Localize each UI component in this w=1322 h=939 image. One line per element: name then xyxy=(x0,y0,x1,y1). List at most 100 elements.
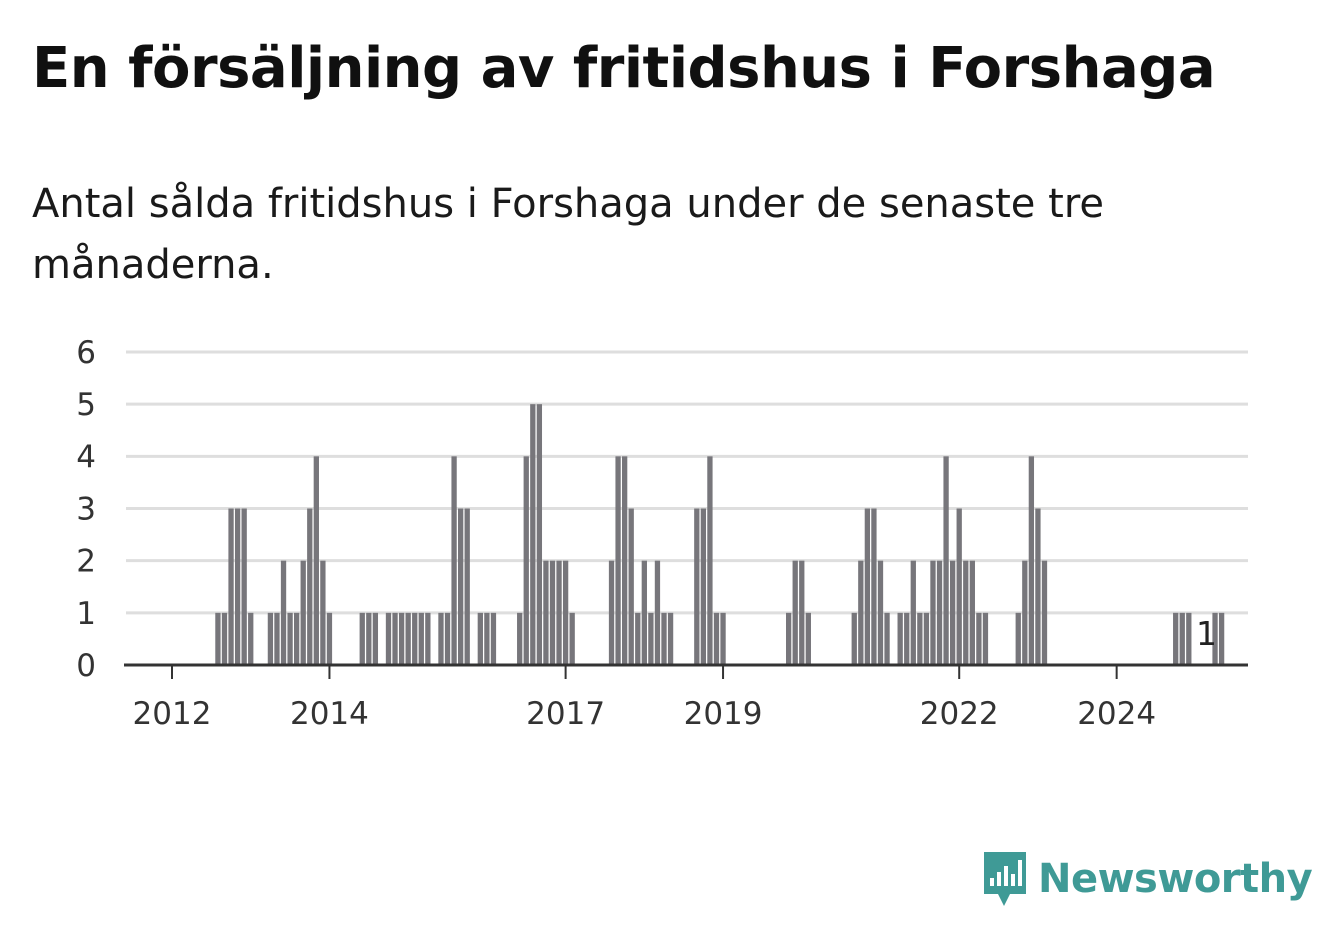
bar xyxy=(976,612,982,665)
bar xyxy=(694,508,700,665)
bar xyxy=(950,560,956,665)
bar xyxy=(464,508,470,665)
bar xyxy=(267,612,274,665)
bar xyxy=(530,404,536,665)
bar xyxy=(425,612,431,665)
bar xyxy=(412,612,418,665)
bar xyxy=(569,612,575,665)
y-tick-label: 4 xyxy=(76,439,96,475)
bar xyxy=(936,560,943,665)
x-tick-label: 2014 xyxy=(290,696,369,732)
bar xyxy=(1186,612,1192,665)
bar xyxy=(359,612,365,665)
bar xyxy=(543,560,549,665)
bar xyxy=(280,560,287,665)
bar xyxy=(300,560,306,665)
bar xyxy=(720,612,726,665)
bar xyxy=(1218,612,1225,665)
grid-lines xyxy=(126,350,1248,615)
bar xyxy=(1173,612,1179,665)
bar xyxy=(372,612,379,665)
bar xyxy=(904,612,910,665)
bar xyxy=(536,404,543,665)
bar xyxy=(786,612,792,665)
bar xyxy=(917,612,923,665)
bar xyxy=(1035,508,1041,665)
bar xyxy=(228,508,234,665)
bar-chart: 0 1 2 3 4 5 6 2012 2014 2017 2019 2022 2024 1 xyxy=(76,335,1248,732)
bar xyxy=(943,456,949,665)
bar xyxy=(326,612,333,665)
bar xyxy=(1022,560,1028,665)
chart-title: En försäljning av fritidshus i Forshaga xyxy=(32,36,1216,101)
bar xyxy=(707,456,713,665)
y-tick-label: 3 xyxy=(76,492,96,528)
bar xyxy=(320,560,326,665)
bar xyxy=(1041,560,1048,665)
bar xyxy=(438,612,444,665)
bar xyxy=(884,612,890,665)
bar xyxy=(313,456,319,665)
bar xyxy=(792,560,798,665)
x-tick-label: 2012 xyxy=(133,696,212,732)
y-tick-label: 1 xyxy=(76,596,96,632)
bar xyxy=(215,612,221,665)
tick-labels: 0 1 2 3 4 5 6 2012 2014 2017 2019 2022 2024 1 xyxy=(76,335,1217,732)
y-tick-label: 6 xyxy=(76,335,96,371)
bar xyxy=(805,612,811,665)
y-tick-label: 0 xyxy=(76,648,96,684)
bar xyxy=(982,612,989,665)
bar xyxy=(366,612,372,665)
bar xyxy=(930,560,936,665)
chart-subtitle: Antal sålda fritidshus i Forshaga under … xyxy=(32,181,1104,288)
bar xyxy=(858,560,864,665)
bar xyxy=(622,456,628,665)
bar xyxy=(1212,612,1218,665)
bar xyxy=(877,560,884,665)
bar xyxy=(385,612,392,665)
bar xyxy=(490,612,497,665)
bar xyxy=(700,508,707,665)
bar xyxy=(615,456,621,665)
bar xyxy=(654,560,661,665)
bar xyxy=(307,508,313,665)
bar xyxy=(294,612,300,665)
bar xyxy=(799,560,805,665)
bar xyxy=(969,560,975,665)
bar xyxy=(458,508,464,665)
bar xyxy=(897,612,903,665)
brand-logo: Newsworthy xyxy=(980,846,1313,912)
bar xyxy=(451,456,457,665)
bar xyxy=(523,456,529,665)
highlight-value-label: 1 xyxy=(1196,614,1217,653)
bar xyxy=(608,560,615,665)
bar xyxy=(248,612,254,665)
x-tick-label: 2017 xyxy=(526,696,605,732)
bar xyxy=(241,508,247,665)
bar xyxy=(923,612,930,665)
bars xyxy=(215,404,1225,665)
bar xyxy=(392,612,398,665)
bar xyxy=(274,612,280,665)
x-tick-label: 2022 xyxy=(920,696,999,732)
x-tick-label: 2019 xyxy=(684,696,763,732)
bar xyxy=(713,612,720,665)
bar xyxy=(910,560,916,665)
bar xyxy=(628,508,634,665)
bar xyxy=(549,560,556,665)
bar xyxy=(871,508,877,665)
bar xyxy=(234,508,241,665)
axes xyxy=(124,663,1248,679)
bar xyxy=(1015,612,1021,665)
bar xyxy=(864,508,871,665)
bar xyxy=(851,612,857,665)
bar xyxy=(1028,456,1035,665)
bar xyxy=(484,612,490,665)
bar xyxy=(562,560,569,665)
bar xyxy=(963,560,969,665)
bar xyxy=(398,612,405,665)
x-tick-label: 2024 xyxy=(1077,696,1156,732)
y-tick-label: 2 xyxy=(76,544,96,580)
bar xyxy=(405,612,411,665)
bar xyxy=(221,612,228,665)
